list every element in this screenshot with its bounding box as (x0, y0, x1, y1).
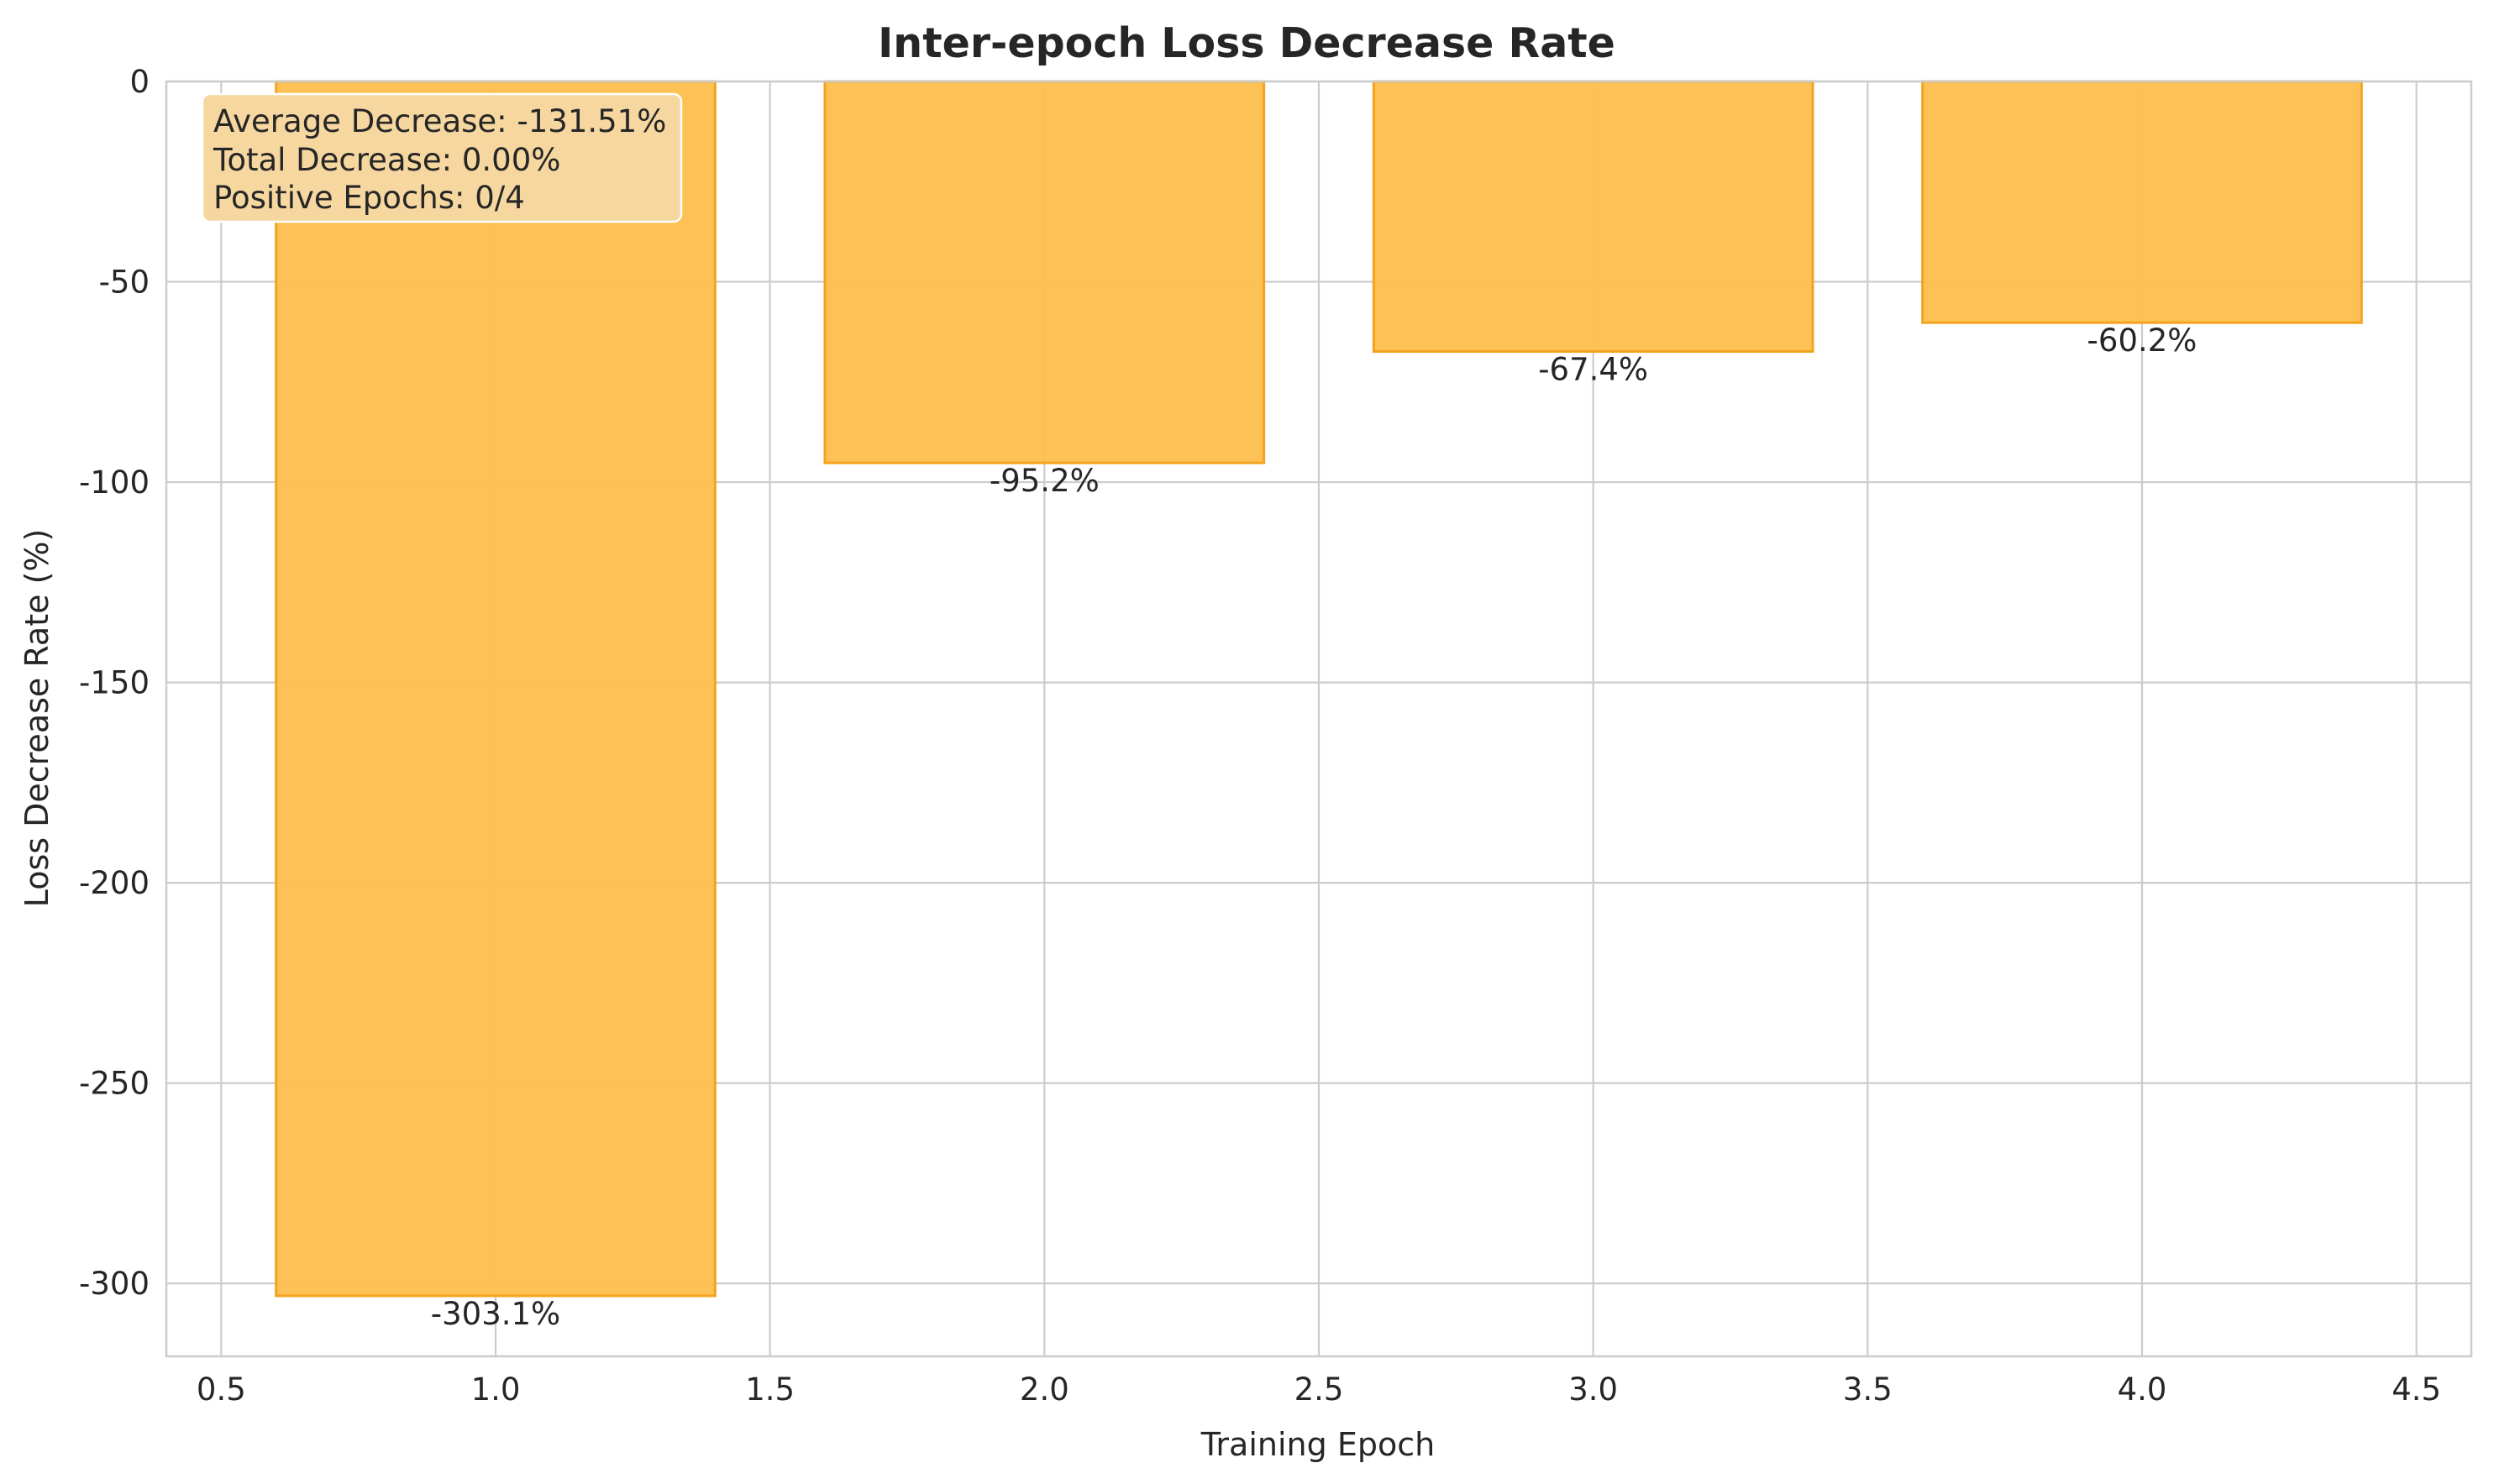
y-tick-label: -300 (79, 1266, 150, 1302)
chart-title: Inter-epoch Loss Decrease Rate (878, 19, 1615, 67)
bars (275, 80, 2363, 1298)
stats-positive: Positive Epochs: 0/4 (213, 180, 525, 216)
x-tick-label: 3.0 (1568, 1371, 1618, 1408)
x-axis-label: Training Epoch (1200, 1426, 1435, 1463)
y-tick-label: -50 (99, 265, 150, 301)
x-tick-label: 1.0 (471, 1371, 521, 1408)
stats-average: Average Decrease: -131.51% (213, 103, 666, 139)
bar-value-label: -60.2% (2087, 322, 2197, 359)
bar-value-label: -67.4% (1538, 352, 1648, 388)
y-axis-label: Loss Decrease Rate (%) (18, 529, 55, 908)
stats-total: Total Decrease: 0.00% (213, 142, 560, 178)
x-tick-label: 1.5 (745, 1371, 795, 1408)
y-axis-ticks: 0 -50 -100 -150 -200 -250 -300 (79, 64, 150, 1302)
bar-value-label: -303.1% (431, 1296, 560, 1332)
x-tick-label: 4.5 (2392, 1371, 2441, 1408)
x-tick-label: 3.5 (1843, 1371, 1893, 1408)
x-tick-label: 4.0 (2118, 1371, 2167, 1408)
bar-epoch-1 (275, 80, 717, 1298)
bar-epoch-4 (1921, 80, 2363, 324)
stats-box: Average Decrease: -131.51% Total Decreas… (201, 92, 683, 223)
bar-labels: -303.1% -95.2% -67.4% -60.2% (431, 322, 2197, 1332)
y-tick-label: 0 (129, 64, 150, 100)
plot-frame (165, 80, 2473, 1358)
y-tick-label: -200 (79, 865, 150, 901)
y-tick-label: -150 (79, 665, 150, 701)
bar-epoch-3 (1372, 80, 1814, 354)
x-tick-label: 2.5 (1294, 1371, 1344, 1408)
y-tick-label: -250 (79, 1066, 150, 1102)
x-axis-ticks: 0.5 1.0 1.5 2.0 2.5 3.0 3.5 4.0 4.5 (197, 1371, 2441, 1408)
bar-value-label: -95.2% (990, 463, 1100, 499)
x-tick-label: 2.0 (1020, 1371, 1069, 1408)
stats-box-background (201, 92, 683, 223)
y-tick-label: -100 (79, 464, 150, 501)
bar-epoch-2 (823, 80, 1266, 464)
x-tick-label: 0.5 (197, 1371, 246, 1408)
